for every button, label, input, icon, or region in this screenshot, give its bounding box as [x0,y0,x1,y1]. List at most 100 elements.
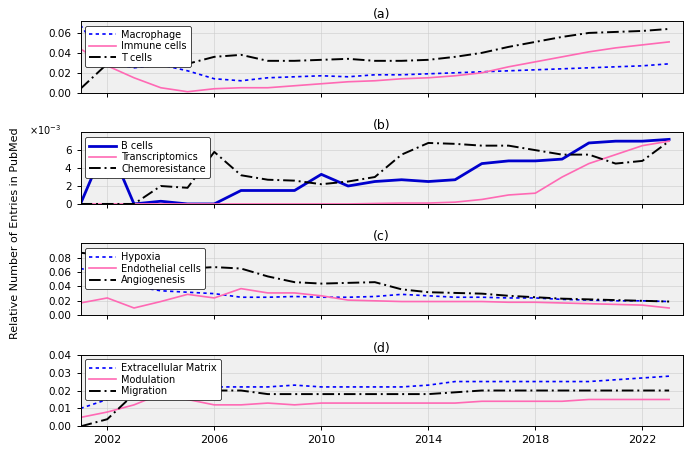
Migration [558,388,566,393]
Chemoresistance [531,147,540,153]
Macrophage [558,66,566,72]
Endothelial cells [103,295,111,301]
Chemoresistance [130,201,138,207]
T cells [477,50,486,55]
Angiogenesis [665,299,673,304]
T cells [611,29,620,35]
Chemoresistance [424,140,433,146]
Legend: B cells, Transcriptomics, Chemoresistance: B cells, Transcriptomics, Chemoresistanc… [85,137,210,178]
Endothelial cells [558,300,566,306]
Migration [505,388,513,393]
Macrophage [317,73,326,79]
Extracellular Matrix [505,379,513,384]
Angiogenesis [183,266,192,271]
Immune cells [130,75,138,81]
T cells [424,57,433,62]
Hypoxia [130,284,138,289]
Chemoresistance [317,181,326,187]
Transcriptomics [264,201,272,207]
Line: Extracellular Matrix: Extracellular Matrix [80,376,669,409]
Transcriptomics [183,201,192,207]
Transcriptomics [344,201,352,207]
Angiogenesis [103,253,111,259]
Modulation [290,402,299,408]
Migration [584,388,593,393]
Hypoxia [183,289,192,295]
Modulation [237,402,245,408]
Hypoxia [558,296,566,302]
Angiogenesis [611,297,620,303]
T cells [398,58,406,64]
Angiogenesis [264,274,272,279]
Transcriptomics [317,201,326,207]
Line: Immune cells: Immune cells [80,42,669,92]
T cells [210,54,218,60]
Immune cells [344,79,352,84]
Transcriptomics [665,138,673,144]
Extracellular Matrix [344,384,352,390]
B cells [477,161,486,166]
Modulation [344,400,352,406]
Migration [264,391,272,397]
Migration [183,384,192,390]
Extracellular Matrix [370,384,379,390]
Macrophage [398,72,406,77]
Chemoresistance [183,185,192,191]
Macrophage [584,65,593,71]
Endothelial cells [451,299,459,304]
B cells [317,171,326,177]
Migration [344,391,352,397]
Macrophage [451,70,459,75]
Extracellular Matrix [103,397,111,402]
Transcriptomics [531,191,540,196]
Modulation [451,400,459,406]
Angiogenesis [424,289,433,295]
Hypoxia [584,297,593,303]
Endothelial cells [370,298,379,304]
Extracellular Matrix [317,384,326,390]
Endothelial cells [531,300,540,305]
Endothelial cells [398,299,406,304]
Angiogenesis [290,279,299,285]
Angiogenesis [505,293,513,299]
Macrophage [103,60,111,66]
Extracellular Matrix [157,373,165,379]
B cells [611,138,620,144]
Modulation [424,400,433,406]
T cells [157,37,165,43]
Migration [237,388,245,393]
B cells [237,188,245,193]
Angiogenesis [317,281,326,287]
Extracellular Matrix [531,379,540,384]
T cells [505,44,513,50]
Immune cells [451,73,459,79]
Angiogenesis [398,287,406,292]
B cells [451,177,459,183]
B cells [424,179,433,185]
Modulation [76,415,85,420]
Migration [290,391,299,397]
Immune cells [477,70,486,75]
Transcriptomics [130,201,138,207]
Hypoxia [451,295,459,300]
T cells [370,58,379,64]
Chemoresistance [665,138,673,144]
Modulation [183,397,192,402]
Migration [76,424,85,429]
Legend: Extracellular Matrix, Modulation, Migration: Extracellular Matrix, Modulation, Migrat… [85,359,220,400]
Title: (c): (c) [373,230,390,243]
Endothelial cells [638,302,647,308]
Hypoxia [210,291,218,296]
Chemoresistance [398,152,406,158]
Legend: Hypoxia, Endothelial cells, Angiogenesis: Hypoxia, Endothelial cells, Angiogenesis [85,248,205,289]
Angiogenesis [157,274,165,280]
Immune cells [531,59,540,65]
Macrophage [210,76,218,82]
Macrophage [130,65,138,71]
T cells [103,61,111,67]
B cells [344,183,352,189]
Chemoresistance [237,172,245,178]
Endothelial cells [344,297,352,303]
Transcriptomics [210,201,218,207]
Chemoresistance [611,161,620,166]
